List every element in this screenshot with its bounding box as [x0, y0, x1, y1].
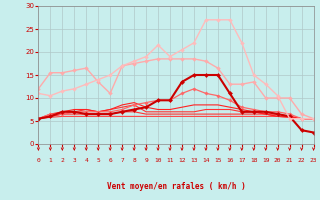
X-axis label: Vent moyen/en rafales ( km/h ): Vent moyen/en rafales ( km/h ) [107, 182, 245, 191]
